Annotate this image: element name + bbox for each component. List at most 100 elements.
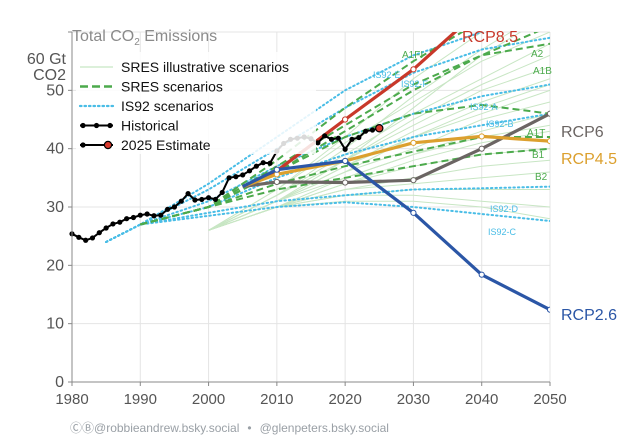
historical-point [335, 135, 341, 141]
legend-label: SRES scenarios [121, 79, 223, 95]
sres-line [140, 147, 550, 226]
footer-handle-2: @glenpeters.bsky.social [260, 421, 389, 435]
historical-point [356, 134, 362, 141]
sres-illustrative-lines [208, 32, 550, 231]
historical-point [117, 219, 123, 225]
is92-label: IS92-E [373, 70, 401, 80]
historical-point [76, 234, 82, 240]
x-tick-label: 2050 [533, 391, 566, 408]
is92-line [105, 201, 550, 243]
rcp-line [242, 134, 550, 189]
historical-point [212, 196, 218, 203]
legend-marker [80, 142, 86, 148]
y-tick-label: 10 [46, 316, 64, 333]
y-tick-label: 40 [46, 141, 64, 158]
legend-background [76, 52, 316, 154]
historical-series [69, 124, 384, 243]
rcp-line [242, 112, 550, 189]
rcp-lines [241, 32, 550, 313]
footer-credits: ⒸⒷ@robbieandrew.bsky.social • @glenpeters.… [70, 421, 389, 435]
historical-point [342, 146, 348, 152]
historical-point [110, 221, 116, 227]
estimate-2025-point [375, 124, 384, 133]
rcp-point [546, 306, 550, 313]
historical-point [349, 136, 355, 142]
sres-illustrative-line [208, 113, 550, 231]
historical-point [158, 212, 164, 218]
historical-point [363, 128, 369, 134]
x-tick-label: 2010 [260, 391, 293, 408]
x-tick-label: 2000 [192, 391, 225, 408]
legend-label: 2025 Estimate [121, 137, 211, 153]
historical-point [185, 190, 191, 197]
y-tick-label: 20 [46, 257, 64, 274]
is92-label: IS92-B [486, 119, 514, 129]
rcp-point [478, 271, 485, 278]
x-tick-label: 2020 [328, 391, 361, 408]
historical-point [260, 160, 266, 166]
historical-point [178, 198, 184, 204]
is92-label: IS92-C [488, 227, 517, 237]
historical-point [199, 196, 205, 203]
sres-illustrative-line [208, 32, 550, 231]
x-tick-label: 1990 [124, 391, 157, 408]
historical-point [165, 206, 171, 212]
rcp-point [342, 157, 349, 165]
legend-marker [107, 122, 113, 129]
sres-label: A2 [531, 49, 544, 60]
rcp-point [410, 66, 417, 73]
rcp-point [478, 145, 485, 152]
historical-point [205, 195, 212, 201]
rcp-point [273, 178, 280, 186]
historical-point [137, 212, 143, 218]
legend-marker [80, 122, 86, 129]
rcp-point [410, 139, 417, 146]
historical-point [89, 235, 96, 241]
rcp-label: RCP2.6 [561, 307, 617, 324]
historical-point [219, 189, 225, 196]
historical-point [233, 174, 239, 180]
rcp-label: RCP4.5 [561, 151, 617, 168]
rcp-point [410, 177, 417, 184]
rcp-label: RCP6 [561, 124, 604, 141]
historical-point [192, 197, 198, 203]
legend-label: Historical [121, 118, 179, 134]
historical-point [171, 204, 178, 210]
historical-point [83, 237, 89, 243]
rcp-point [546, 137, 550, 145]
is92-label: IS92-F [401, 79, 429, 89]
historical-point [144, 211, 150, 217]
legend-marker [103, 140, 113, 150]
historical-point [103, 225, 109, 231]
historical-point [240, 172, 246, 178]
legend-label: IS92 scenarios [121, 98, 214, 114]
y-tick-label: 30 [46, 199, 64, 216]
y-tick-label: 0 [55, 374, 64, 391]
x-tick-label: 2030 [397, 391, 430, 408]
series-labels: RCP8.5 RCP6 RCP4.5 RCP2.6 A1FI A2 A1B A1T B1 B2 IS… [373, 29, 617, 324]
rcp-point [342, 116, 349, 123]
historical-point [96, 230, 102, 236]
sres-illustrative-line [208, 54, 550, 231]
historical-point [328, 136, 335, 142]
historical-point [124, 216, 130, 222]
is92-label: IS92-D [490, 204, 519, 214]
sres-label: A1T [527, 128, 545, 139]
legend-label: SRES illustrative scenarios [121, 59, 289, 75]
historical-point [130, 214, 137, 221]
x-tick-label: 2040 [465, 391, 498, 408]
historical-point [267, 160, 273, 166]
rcp-point [478, 133, 485, 140]
y-unit-line1: 60 Gt [27, 51, 67, 68]
rcp-point [342, 179, 349, 186]
footer-handle-1: @robbieandrew.bsky.social [94, 421, 239, 435]
y-tick-label: 50 [46, 82, 64, 99]
sres-label: B2 [535, 172, 548, 183]
historical-point [315, 140, 321, 146]
legend: SRES illustrative scenarios SRES scenario… [76, 52, 316, 154]
historical-point [246, 168, 253, 174]
historical-point [253, 163, 259, 169]
is92-label: IS92-A [470, 102, 498, 112]
historical-point [226, 175, 232, 181]
